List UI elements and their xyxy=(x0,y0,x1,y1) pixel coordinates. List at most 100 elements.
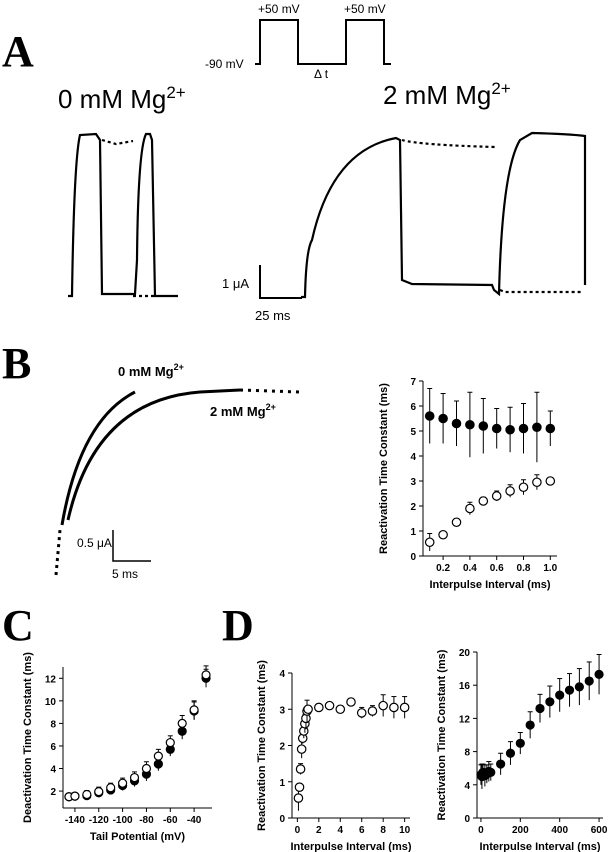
open-data-point xyxy=(324,700,335,711)
x-tick-label: 8 xyxy=(380,825,386,836)
x-tick-label: 0.4 xyxy=(463,563,477,574)
x-axis-label: Interpulse Interval (ms) xyxy=(429,579,550,591)
x-tick-label: -60 xyxy=(163,815,178,826)
filled-data-point xyxy=(545,697,555,707)
overlay-traces-b xyxy=(54,388,301,576)
open-data-point xyxy=(117,778,128,788)
trace-label-2mm: 2 mM Mg2+ xyxy=(210,402,276,419)
y-axis-label: Deactivation Time Constant (ms) xyxy=(22,652,34,823)
x-tick-label: 10 xyxy=(399,825,411,836)
x-tick-label: 4 xyxy=(337,825,343,836)
scale-bar-b: 0.5 μA 5 ms xyxy=(77,530,151,581)
open-data-point xyxy=(389,702,399,713)
y-tick-label: 1 xyxy=(279,778,285,789)
panel-b-label: B xyxy=(2,339,31,388)
x-tick-label: 1.0 xyxy=(543,563,557,574)
protocol-waveform xyxy=(255,19,391,65)
filled-data-point xyxy=(532,422,542,433)
y-axis-label: Reactivation Time Constant (ms) xyxy=(436,649,448,820)
y-tick-label: 0 xyxy=(410,552,416,563)
open-data-point xyxy=(165,737,175,748)
x-tick-label: 400 xyxy=(551,825,568,836)
open-data-point xyxy=(82,789,92,800)
open-data-point xyxy=(478,496,489,506)
x-tick-label: -40 xyxy=(187,815,202,826)
panel-a-left-title: 0 mM Mg2+ xyxy=(58,83,186,114)
filled-data-point xyxy=(564,685,575,695)
filled-data-point xyxy=(478,421,489,431)
y-tick-label: 8 xyxy=(464,748,470,759)
filled-data-point xyxy=(535,703,545,714)
filled-data-point xyxy=(518,423,529,434)
open-data-point xyxy=(378,700,388,711)
x-tick-label: 200 xyxy=(512,825,529,836)
x-tick-label: 0.8 xyxy=(517,563,531,574)
open-data-point xyxy=(518,482,529,493)
filled-data-point xyxy=(424,411,435,421)
open-data-point xyxy=(335,704,346,715)
chart-deactivation-vs-tail: -140 -120 -100 -80 -60 -40 2 4 6 8 10 12 Tail Potent… xyxy=(22,652,212,843)
open-data-point xyxy=(424,537,435,548)
filled-data-point xyxy=(505,424,515,435)
trace-label-0mm: 0 mM Mg2+ xyxy=(118,362,184,379)
open-data-point xyxy=(296,744,307,754)
scale-b-time: 5 ms xyxy=(112,567,138,581)
filled-data-point xyxy=(491,423,502,434)
trace-0mm-mg xyxy=(68,132,178,298)
open-data-point xyxy=(141,763,152,774)
y-tick-label: 2 xyxy=(410,502,416,513)
scale-bar-a: 1 μA 25 ms xyxy=(222,265,302,323)
x-axis-label: Tail Potential (mV) xyxy=(90,831,185,843)
y-tick-label: 1 xyxy=(410,527,416,538)
open-data-point xyxy=(491,491,502,501)
x-tick-label: 6 xyxy=(359,825,365,836)
y-tick-label: 20 xyxy=(459,648,471,659)
x-tick-label: -100 xyxy=(113,815,133,826)
filled-data-point xyxy=(584,676,594,686)
open-data-point xyxy=(545,476,556,486)
x-tick-label: -140 xyxy=(65,815,85,826)
open-data-point xyxy=(367,706,378,716)
open-data-point xyxy=(451,517,462,528)
protocol-hold-label: -90 mV xyxy=(205,57,244,71)
x-tick-label: 2 xyxy=(316,825,322,836)
y-tick-label: 0 xyxy=(464,814,470,825)
open-data-point xyxy=(532,477,542,488)
open-data-point xyxy=(295,764,306,774)
x-tick-label: -80 xyxy=(139,815,154,826)
filled-data-point xyxy=(486,767,496,777)
open-data-point xyxy=(356,708,367,718)
y-tick-label: 16 xyxy=(459,681,471,692)
open-data-point xyxy=(505,486,515,496)
y-tick-label: 12 xyxy=(45,674,57,685)
x-axis-label: Interpulse Interval (ms) xyxy=(290,841,411,852)
open-data-point xyxy=(189,705,199,715)
filled-data-point xyxy=(525,720,535,730)
y-tick-label: 6 xyxy=(50,742,56,753)
filled-data-point xyxy=(505,748,516,758)
y-axis-label: Reactivation Time Constant (ms) xyxy=(378,383,390,554)
x-tick-label: 0.6 xyxy=(490,563,504,574)
y-tick-label: 3 xyxy=(410,477,416,488)
x-tick-label: 600 xyxy=(591,825,608,836)
x-tick-label: 0 xyxy=(478,825,484,836)
protocol-high2-label: +50 mV xyxy=(344,2,386,16)
filled-data-point xyxy=(594,669,604,680)
y-tick-label: 5 xyxy=(410,427,416,438)
y-axis-label: Reactivation Time Constant (ms) xyxy=(256,660,268,831)
protocol-interval-label: Δ t xyxy=(314,67,329,81)
open-data-point xyxy=(70,791,80,801)
open-data-point xyxy=(465,503,475,514)
trace-2mm-mg xyxy=(301,131,587,299)
open-data-point xyxy=(346,697,356,707)
open-data-point xyxy=(201,670,211,680)
x-axis-label: Interpulse Interval (ms) xyxy=(479,841,600,852)
open-data-point xyxy=(303,704,313,715)
y-tick-label: 2 xyxy=(50,787,56,798)
y-tick-label: 4 xyxy=(50,765,56,776)
open-data-point xyxy=(294,782,305,792)
panel-a-label: A xyxy=(2,27,34,76)
panel-d-label: D xyxy=(222,601,254,650)
y-tick-label: 4 xyxy=(410,452,416,463)
